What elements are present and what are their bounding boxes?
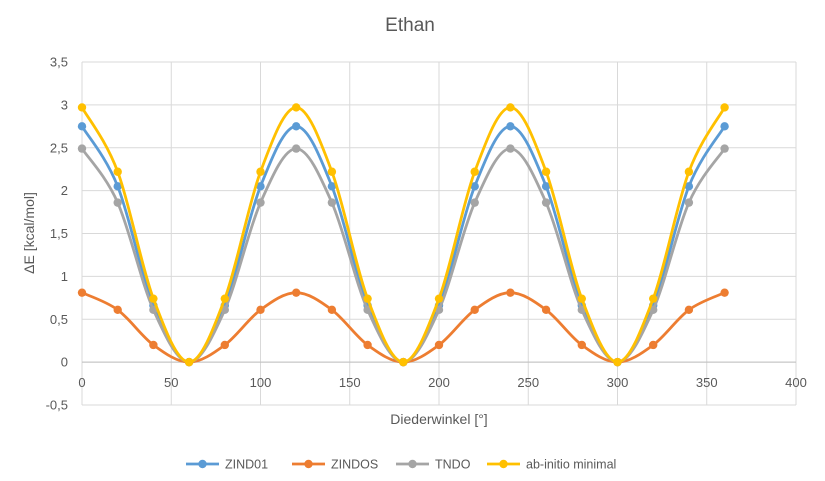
- data-point: [506, 288, 515, 297]
- data-point: [506, 103, 515, 112]
- x-tick-label: 250: [517, 375, 539, 390]
- x-tick-label: 100: [250, 375, 272, 390]
- data-point: [577, 294, 586, 303]
- series-3: [77, 103, 729, 367]
- data-point: [292, 103, 301, 112]
- legend-label: TNDO: [435, 458, 471, 472]
- y-tick-label: 3: [61, 97, 68, 112]
- x-tick-label: 50: [164, 375, 178, 390]
- data-point: [292, 288, 301, 297]
- data-point: [649, 340, 658, 350]
- data-point: [184, 357, 194, 367]
- data-point: [363, 294, 372, 303]
- data-point: [113, 305, 122, 315]
- data-point: [220, 294, 229, 303]
- legend-swatch-marker: [499, 459, 508, 469]
- plot-series: [77, 103, 729, 367]
- y-tick-label: 1,5: [50, 226, 68, 241]
- y-axis-title: ΔE [kcal/mol]: [21, 192, 37, 274]
- data-point: [720, 122, 729, 131]
- data-point: [256, 167, 265, 176]
- data-point: [256, 198, 265, 207]
- data-point: [541, 305, 551, 315]
- x-axis-tick-labels: 0 50 100 150 200 250 300 350 400: [78, 375, 806, 390]
- data-point: [113, 182, 122, 191]
- chart-title: Ethan: [385, 15, 435, 36]
- data-point: [149, 294, 158, 303]
- data-point: [684, 305, 694, 315]
- data-point: [327, 198, 337, 207]
- data-point: [720, 144, 729, 153]
- data-point: [684, 182, 694, 191]
- data-point: [149, 340, 158, 350]
- legend-entry: ZIND01: [186, 458, 268, 472]
- data-point: [470, 198, 479, 207]
- x-tick-label: 150: [339, 375, 361, 390]
- legend-entry: TNDO: [396, 458, 471, 472]
- data-point: [541, 182, 551, 191]
- data-point: [720, 103, 729, 112]
- legend-swatch-marker: [408, 459, 417, 469]
- data-point: [113, 167, 122, 176]
- data-point: [327, 305, 337, 315]
- x-tick-label: 200: [428, 375, 450, 390]
- data-point: [684, 198, 694, 207]
- y-tick-label: -0,5: [46, 398, 68, 413]
- data-point: [577, 340, 586, 350]
- y-tick-label: 1: [61, 269, 68, 284]
- data-point: [541, 167, 551, 176]
- data-point: [506, 144, 515, 153]
- data-point: [327, 182, 337, 191]
- data-point: [649, 294, 658, 303]
- y-axis-tick-labels: -0,5 0 0,5 1 1,5 2 2,5 3 3,5: [46, 55, 68, 413]
- data-point: [470, 167, 479, 176]
- data-point: [292, 122, 301, 131]
- legend-swatch-marker: [198, 459, 207, 469]
- data-point: [720, 288, 729, 297]
- legend-label: ab-initio minimal: [526, 458, 616, 472]
- x-axis-title: Diederwinkel [°]: [390, 411, 487, 427]
- data-point: [470, 305, 479, 315]
- y-tick-label: 0,5: [50, 312, 68, 327]
- data-point: [113, 198, 122, 207]
- y-tick-label: 2: [61, 183, 68, 198]
- data-point: [327, 167, 337, 176]
- legend-label: ZINDOS: [331, 458, 378, 472]
- legend-entry: ab-initio minimal: [487, 458, 616, 472]
- y-tick-label: 0: [61, 355, 68, 370]
- legend: ZIND01 ZINDOS TNDO ab-initio minimal: [186, 458, 616, 472]
- data-point: [470, 182, 479, 191]
- data-point: [399, 357, 408, 367]
- data-point: [684, 167, 694, 176]
- data-point: [434, 294, 444, 303]
- data-point: [613, 357, 622, 367]
- data-point: [541, 198, 551, 207]
- data-point: [77, 122, 87, 131]
- data-point: [434, 340, 444, 350]
- x-tick-label: 400: [785, 375, 807, 390]
- x-tick-label: 350: [696, 375, 718, 390]
- y-tick-label: 3,5: [50, 55, 68, 70]
- data-point: [220, 340, 229, 350]
- data-point: [256, 305, 265, 315]
- data-point: [77, 144, 87, 153]
- x-tick-label: 300: [607, 375, 629, 390]
- data-point: [506, 122, 515, 131]
- y-tick-label: 2,5: [50, 140, 68, 155]
- legend-label: ZIND01: [225, 458, 268, 472]
- data-point: [292, 144, 301, 153]
- data-point: [256, 182, 265, 191]
- x-tick-label: 0: [78, 375, 85, 390]
- data-point: [77, 288, 87, 297]
- legend-entry: ZINDOS: [292, 458, 378, 472]
- legend-swatch-marker: [304, 459, 313, 469]
- data-point: [363, 340, 372, 350]
- data-point: [77, 103, 87, 112]
